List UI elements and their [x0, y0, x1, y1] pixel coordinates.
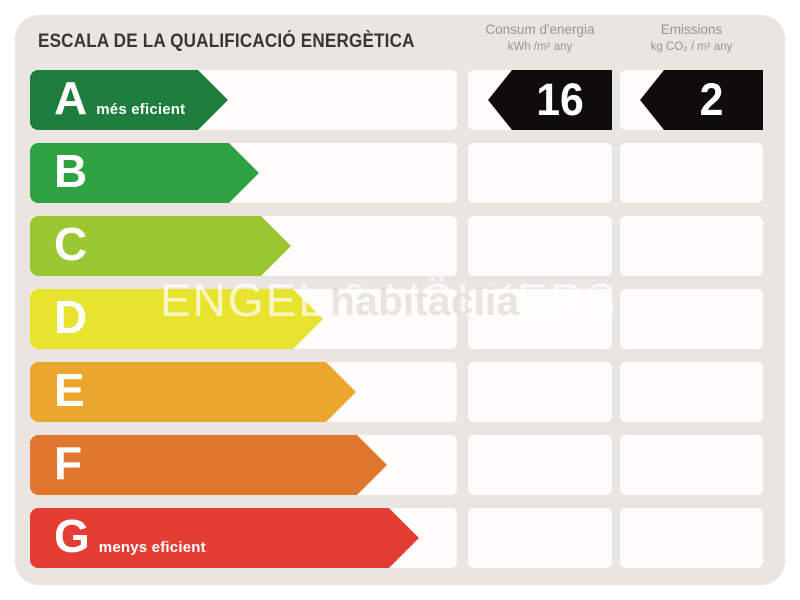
emissions-header-label: Emissions — [660, 22, 723, 37]
rating-letter-a: A — [54, 72, 88, 124]
emissions-cell-g — [620, 508, 763, 568]
consum-column-header: Consum d'energia kWh /m² any — [468, 21, 612, 55]
consum-cell-d — [468, 289, 612, 349]
consum-cell-e — [468, 362, 612, 422]
emissions-cell-f — [620, 435, 763, 495]
rating-bar-d-arrow: D — [30, 289, 323, 349]
emissions-value: 2 — [699, 74, 724, 125]
energy-scale-title: ESCALA DE LA QUALIFICACIÓ ENERGÈTICA — [38, 31, 415, 52]
rating-row-c: C — [15, 216, 785, 276]
consum-cell-f — [468, 435, 612, 495]
consum-value: 16 — [536, 74, 584, 125]
rating-row-b: B — [15, 143, 785, 203]
rating-letter-g: G — [54, 510, 90, 562]
rating-bar-c-arrow: C — [30, 216, 291, 276]
rating-letter-b: B — [54, 145, 88, 197]
consum-cell-b — [468, 143, 612, 203]
consum-cell-c — [468, 216, 612, 276]
rating-row-f: F — [15, 435, 785, 495]
consum-header-units: kWh /m² any — [507, 41, 573, 53]
emissions-cell-a: 2 — [620, 70, 763, 130]
emissions-cell-e — [620, 362, 763, 422]
rating-bar-b-arrow: B — [30, 143, 259, 203]
rating-letter-e: E — [54, 364, 85, 416]
rating-letter-f: F — [54, 437, 83, 489]
rating-row-e: E — [15, 362, 785, 422]
emissions-header-units: kg CO₂ / m² any — [650, 41, 733, 53]
rating-bar-e-arrow: E — [30, 362, 356, 422]
energy-label-card: ESCALA DE LA QUALIFICACIÓ ENERGÈTICA Con… — [15, 15, 785, 585]
consum-cell-a: 16 — [468, 70, 612, 130]
consum-header-label: Consum d'energia — [485, 22, 595, 37]
consum-value-arrow: 16 — [488, 70, 612, 130]
rating-letter-d: D — [54, 291, 88, 343]
rating-letter-c: C — [54, 218, 88, 270]
consum-cell-g — [468, 508, 612, 568]
rating-bar-f-arrow: F — [30, 435, 387, 495]
emissions-cell-c — [620, 216, 763, 276]
emissions-column-header: Emissions kg CO₂ / m² any — [620, 21, 763, 55]
emissions-value-arrow: 2 — [640, 70, 763, 130]
emissions-cell-b — [620, 143, 763, 203]
rating-note-g: menys eficient — [98, 539, 206, 556]
rating-row-d: D — [15, 289, 785, 349]
emissions-cell-d — [620, 289, 763, 349]
rating-note-a: més eficient — [96, 101, 186, 118]
